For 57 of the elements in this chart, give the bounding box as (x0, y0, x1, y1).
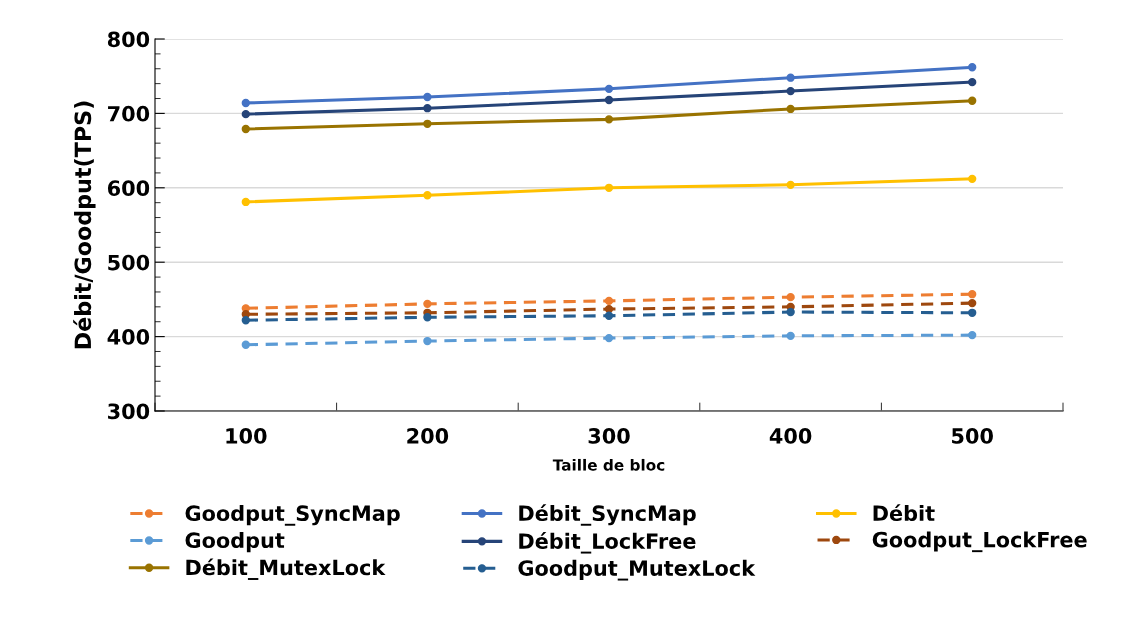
legend-label: Goodput_LockFree (872, 531, 1087, 553)
legend-label: Goodput (185, 531, 285, 553)
y-tick-label: 600 (107, 180, 150, 197)
x-axis-title: Taille de bloc (552, 458, 665, 471)
point (423, 336, 432, 346)
point (968, 77, 977, 87)
point (786, 331, 795, 341)
x-tick-label: 100 (226, 428, 267, 444)
point (786, 293, 795, 302)
point (241, 316, 250, 325)
point (423, 104, 432, 113)
point (786, 180, 795, 189)
point (241, 109, 250, 119)
point (968, 96, 977, 105)
point (604, 183, 614, 192)
point (241, 197, 250, 207)
point (604, 84, 614, 94)
point (968, 330, 977, 340)
point (423, 313, 432, 322)
point (786, 73, 795, 82)
point (968, 174, 977, 184)
x-tick-label: 200 (407, 428, 449, 444)
legend-label: Débit_LockFree (519, 531, 696, 554)
point (241, 340, 250, 349)
point (968, 290, 977, 299)
point (423, 299, 432, 309)
point (423, 92, 432, 102)
y-tick-label: 400 (107, 329, 150, 345)
y-tick-label: 700 (108, 105, 150, 122)
x-tick-label: 400 (769, 428, 812, 444)
y-axis-title: Débit/Goodput(TPS) (73, 101, 96, 349)
point (604, 115, 614, 124)
point (604, 304, 614, 314)
point (604, 333, 614, 343)
point (786, 307, 795, 317)
y-tick-label: 500 (108, 254, 150, 271)
y-tick-label: 800 (107, 31, 150, 48)
y-tick-label: 300 (108, 403, 150, 420)
point (604, 95, 614, 105)
legend-label: Goodput_MutexLock (518, 559, 756, 581)
point (241, 98, 250, 108)
point (604, 296, 614, 306)
point (241, 124, 250, 134)
x-tick-label: 300 (588, 428, 630, 444)
point (968, 298, 977, 308)
point (423, 191, 432, 200)
point (786, 104, 795, 114)
point (968, 63, 977, 72)
legend-label: Débit_SyncMap (519, 504, 696, 526)
point (786, 86, 795, 96)
legend-label: Goodput_SyncMap (185, 504, 400, 526)
x-tick-label: 500 (952, 428, 993, 444)
legend-label: Débit (873, 504, 935, 522)
point (604, 311, 614, 320)
point (968, 308, 977, 317)
point (423, 119, 432, 128)
legend-label: Débit_MutexLock (186, 558, 386, 580)
